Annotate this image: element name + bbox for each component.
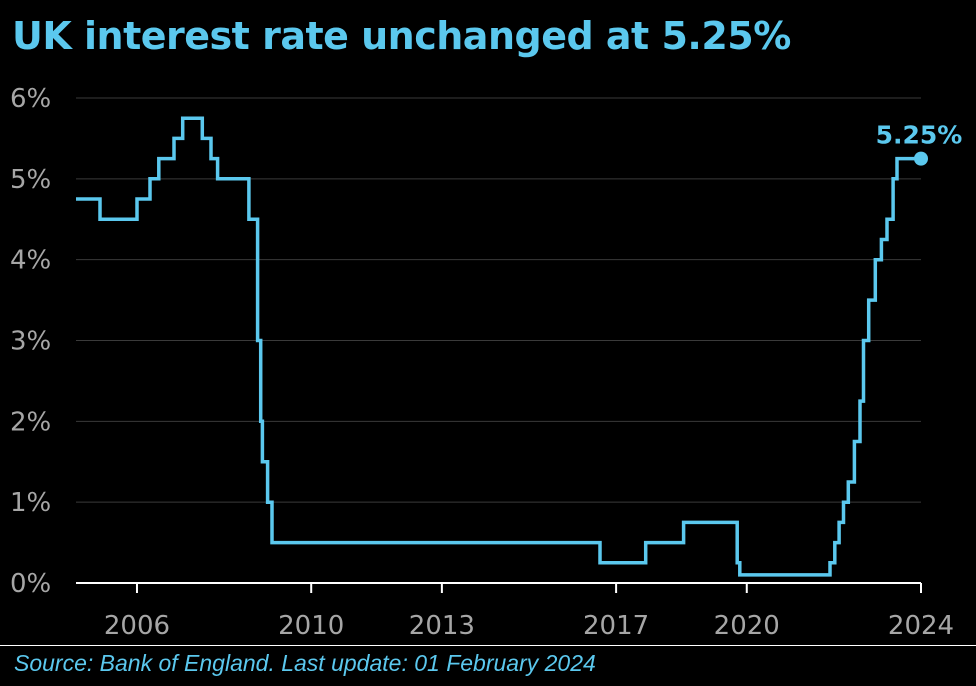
y-tick-label: 0%: [10, 569, 51, 599]
x-tick-label: 2010: [278, 611, 344, 640]
x-tick-label: 2013: [409, 611, 475, 640]
y-tick-label: 2%: [10, 407, 51, 437]
x-axis-ticks: 2006 2010 2013 2017 2020 2024: [104, 583, 954, 640]
series-line-bank-rate: [76, 116, 921, 577]
y-axis-ticks: 0% 1% 2% 3% 4% 5% 6%: [10, 84, 51, 599]
y-tick-label: 4%: [10, 246, 51, 276]
end-point-label: 5.25%: [876, 121, 963, 150]
x-tick-label: 2020: [714, 611, 780, 640]
y-tick-label: 1%: [10, 488, 51, 518]
source-note: Source: Bank of England. Last update: 01…: [14, 650, 596, 676]
gridlines: [76, 97, 921, 584]
y-tick-label: 5%: [10, 165, 51, 195]
y-tick-label: 6%: [10, 84, 51, 114]
x-tick-label: 2006: [104, 611, 170, 640]
chart-title: UK interest rate unchanged at 5.25%: [12, 14, 791, 58]
y-tick-label: 3%: [10, 327, 51, 357]
footer-divider: [0, 645, 976, 646]
x-tick-label: 2017: [583, 611, 649, 640]
chart-svg: 0%1%2%3%4%5%6% 2006 2010 2013 2017 2020 2024 …: [10, 84, 963, 640]
x-tick-label: 2024: [888, 611, 954, 640]
end-point-marker: [914, 151, 928, 166]
